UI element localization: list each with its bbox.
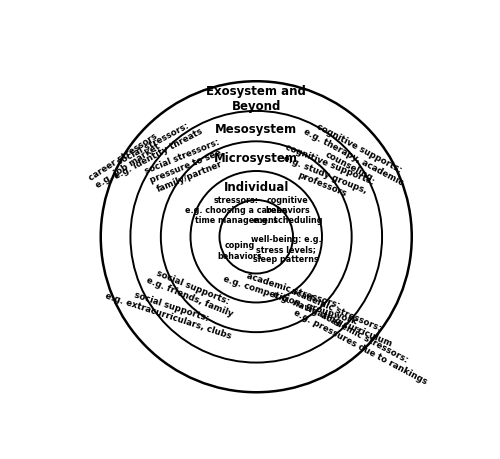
Text: cognitive
behaviors
e.g. scheduling: cognitive behaviors e.g. scheduling	[252, 196, 322, 225]
Text: social stressors:
e.g. identity threats: social stressors: e.g. identity threats	[108, 118, 204, 181]
Text: social stressors:
pressure to see
family/partner: social stressors: pressure to see family…	[143, 138, 228, 196]
Text: Microsystem: Microsystem	[214, 152, 298, 166]
Text: academic stressors:
e.g. pressures due to rankings: academic stressors: e.g. pressures due t…	[292, 299, 433, 386]
Text: cognitive supports:
e.g. study groups,
professors: cognitive supports: e.g. study groups, p…	[276, 143, 375, 206]
Text: social supports:
e.g. friends, family: social supports: e.g. friends, family	[144, 266, 238, 318]
Text: career stressors
e.g. job market: career stressors e.g. job market	[87, 131, 164, 191]
Text: academic stressors:
e.g. navigating curriculum: academic stressors: e.g. navigating curr…	[271, 280, 397, 349]
Text: coping
behaviors: coping behaviors	[217, 241, 262, 261]
Text: Mesosystem: Mesosystem	[215, 123, 298, 136]
Text: Individual: Individual	[224, 181, 289, 195]
Text: well-being: e.g.
stress levels;
sleep patterns: well-being: e.g. stress levels; sleep pa…	[250, 235, 322, 264]
Text: social supports:
e.g. extracurriculars, clubs: social supports: e.g. extracurriculars, …	[104, 282, 236, 341]
Text: cognitive supports:
e.g. therapy, academic
counseling: cognitive supports: e.g. therapy, academ…	[298, 118, 410, 197]
Text: Exosystem and
Beyond: Exosystem and Beyond	[206, 85, 306, 113]
Text: academic stressors:
e.g. competition, groupwork: academic stressors: e.g. competition, gr…	[222, 264, 361, 326]
Text: stressors:
e.g. choosing a career,
time management: stressors: e.g. choosing a career, time …	[185, 196, 288, 225]
